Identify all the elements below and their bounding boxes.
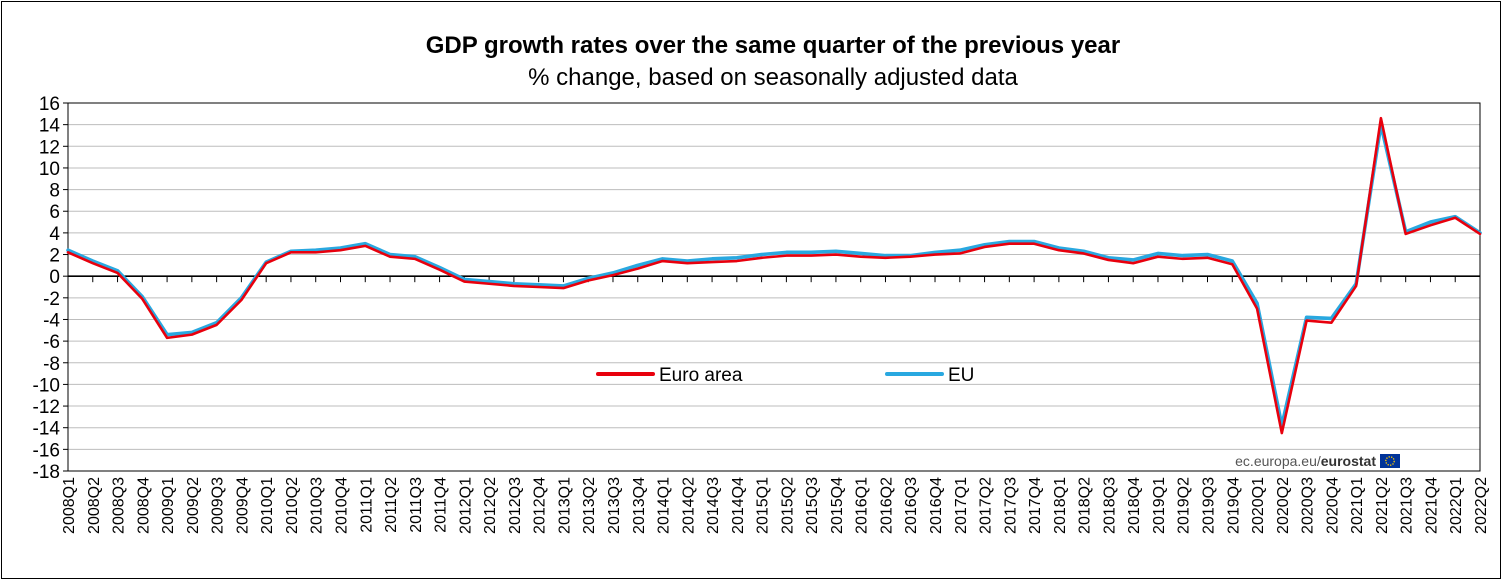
x-tick-label: 2016Q2 [878,477,895,534]
series-line-euro-area [66,116,1482,435]
legend: Euro area EU [596,365,974,386]
y-tick-label: 6 [49,202,60,223]
x-tick-label: 2018Q3 [1101,477,1118,534]
legend-label-euro-area: Euro area [659,365,743,386]
y-tick-label: 14 [39,116,61,137]
x-tick-label: 2017Q2 [978,477,995,534]
source-credit: ec.europa.eu/eurostat [1235,453,1400,469]
y-tick-label: 2 [49,246,60,267]
source-url: ec.europa.eu/ [1235,453,1321,469]
x-tick-label: 2019Q2 [1176,477,1193,534]
x-axis-ticks: 2008Q1 2008Q2 2008Q3 2008Q4 2009Q1 2009Q2 2009… [61,477,1490,534]
x-tick-label: 2010Q1 [259,477,276,534]
x-tick-label: 2008Q4 [135,477,152,534]
y-tick-label: 4 [49,224,60,245]
y-tick-label: -8 [43,354,60,375]
x-tick-label: 2016Q4 [928,477,945,534]
chart-title: GDP growth rates over the same quarter o… [426,32,1120,59]
eu-flag-icon [1380,454,1400,468]
y-tick-label: 16 [39,94,60,115]
x-tick-label: 2012Q3 [507,477,524,534]
x-tick-label: 2022Q2 [1473,477,1490,534]
y-tick-label: -6 [43,332,60,353]
y-tick-label: -4 [43,310,60,331]
legend-label-eu: EU [948,365,974,386]
x-tick-label: 2018Q1 [1052,477,1069,534]
x-tick-label: 2013Q1 [556,477,573,534]
x-tick-label: 2010Q2 [284,477,301,534]
x-axis-zero-line [67,275,1481,283]
x-tick-label: 2016Q1 [854,477,871,534]
x-tick-label: 2011Q3 [408,477,425,533]
x-tick-label: 2013Q4 [631,477,648,534]
source-brand: eurostat [1321,453,1377,469]
x-tick-label: 2014Q4 [730,477,747,534]
x-tick-label: 2019Q4 [1225,477,1242,534]
x-tick-label: 2018Q4 [1126,477,1143,534]
x-tick-label: 2011Q4 [433,477,450,533]
chart-subtitle: % change, based on seasonally adjusted d… [528,64,1018,91]
y-tick-label: -16 [33,440,60,461]
x-tick-label: 2017Q3 [1002,477,1019,534]
x-tick-label: 2014Q1 [656,477,673,534]
y-tick-label: 8 [49,181,60,202]
series-lines [66,116,1482,435]
y-tick-label: -10 [33,375,60,396]
x-tick-label: 2019Q3 [1201,477,1218,534]
x-tick-label: 2017Q4 [1027,477,1044,534]
x-tick-label: 2011Q1 [358,477,375,533]
x-tick-label: 2014Q2 [680,477,697,534]
x-tick-label: 2012Q4 [532,477,549,534]
x-tick-label: 2021Q3 [1399,477,1416,534]
y-tick-label: -14 [33,419,61,440]
y-tick-label: -12 [33,397,60,418]
x-tick-label: 2009Q1 [160,477,177,534]
series-line-eu [66,122,1482,428]
x-tick-label: 2020Q1 [1250,477,1267,534]
x-tick-label: 2012Q1 [457,477,474,534]
x-tick-label: 2015Q1 [755,477,772,534]
x-tick-label: 2012Q2 [482,477,499,534]
y-tick-label: 0 [49,267,60,288]
x-tick-label: 2020Q2 [1275,477,1292,534]
x-tick-label: 2020Q3 [1300,477,1317,534]
plot-area-border [67,102,1481,472]
y-tick-label: 12 [39,137,60,158]
x-tick-label: 2015Q2 [779,477,796,534]
x-tick-label: 2010Q4 [333,477,350,534]
x-tick-label: 2009Q3 [210,477,227,534]
x-tick-label: 2021Q4 [1423,477,1440,534]
x-tick-label: 2008Q1 [61,477,78,534]
x-tick-label: 2013Q3 [606,477,623,534]
x-tick-label: 2011Q2 [383,477,400,533]
x-tick-label: 2015Q4 [829,477,846,534]
x-tick-label: 2009Q4 [234,477,251,534]
x-tick-label: 2008Q3 [111,477,128,534]
y-tick-label: 10 [39,159,60,180]
y-tick-label: -18 [33,462,60,483]
y-tick-label: -2 [43,289,60,310]
x-tick-label: 2008Q2 [86,477,103,534]
x-tick-label: 2016Q3 [903,477,920,534]
x-tick-label: 2021Q2 [1374,477,1391,534]
x-tick-label: 2015Q3 [804,477,821,534]
x-tick-label: 2022Q1 [1448,477,1465,534]
gridlines [68,102,1480,472]
svg-text:ec.europa.eu/eurostat: ec.europa.eu/eurostat [1235,453,1376,469]
x-tick-label: 2020Q4 [1324,477,1341,534]
x-tick-label: 2013Q2 [581,477,598,534]
x-tick-label: 2014Q3 [705,477,722,534]
x-tick-label: 2017Q1 [953,477,970,534]
x-tick-label: 2018Q2 [1077,477,1094,534]
x-tick-label: 2019Q1 [1151,477,1168,534]
x-tick-label: 2021Q1 [1349,477,1366,534]
x-tick-label: 2009Q2 [185,477,202,534]
x-tick-label: 2010Q3 [309,477,326,534]
